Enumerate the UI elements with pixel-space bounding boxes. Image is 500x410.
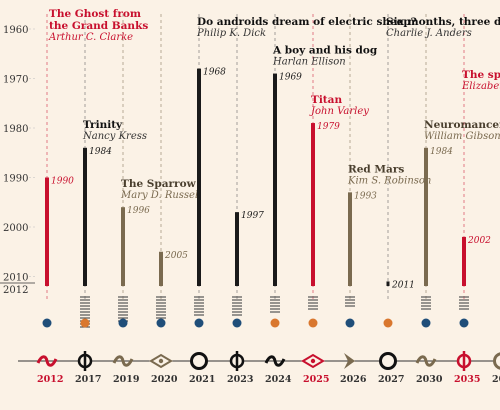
y-tick-label: 2010 xyxy=(3,273,28,284)
indicator-dot xyxy=(156,318,166,328)
x-category-label: 2026 xyxy=(340,374,367,385)
book-title-line: The Ghost from xyxy=(49,8,141,20)
x-category-label: 2024 xyxy=(265,374,292,385)
book-title-line: the Grand Banks xyxy=(49,20,148,32)
y-tick-label: 1970 xyxy=(3,75,28,86)
book-author: John Varley xyxy=(309,106,369,117)
book-author: Harlan Ellison xyxy=(272,57,346,68)
published-year-label: 1990 xyxy=(51,177,74,187)
indicator-dot xyxy=(42,318,52,328)
indicator-dot xyxy=(118,318,128,328)
published-year-label: 1996 xyxy=(127,206,150,216)
tilde-symbol xyxy=(112,355,134,367)
x-category-label: 2017 xyxy=(75,374,101,385)
x-category-label: 2021 xyxy=(189,374,215,385)
indicator-dot xyxy=(421,318,431,328)
y-tick-label: 2000 xyxy=(3,223,28,234)
bar xyxy=(159,251,163,286)
indicator-dot xyxy=(345,318,355,328)
published-year-label: 1969 xyxy=(279,73,302,83)
bar xyxy=(348,192,352,286)
book-title: Six months, three days xyxy=(386,16,500,28)
book-title: Trinity xyxy=(83,119,123,131)
tilde-symbol xyxy=(264,355,286,367)
published-year-label: 1968 xyxy=(203,68,226,78)
published-year-label: 1979 xyxy=(317,122,340,132)
bar xyxy=(462,236,466,286)
y-tick-label: 1960 xyxy=(3,25,28,36)
book-title: The Sparrow xyxy=(121,178,197,190)
x-category-label: 2035 xyxy=(454,374,480,385)
bar xyxy=(424,147,428,286)
book-title: Red Mars xyxy=(348,163,404,175)
published-year-label: 1993 xyxy=(354,191,377,201)
indicator-dot xyxy=(232,318,242,328)
book-title: Titan xyxy=(311,94,342,106)
tilde-symbol xyxy=(36,355,58,367)
indicator-dot xyxy=(270,318,280,328)
y-tick-label: 1980 xyxy=(3,124,28,135)
x-category-label: 2025 xyxy=(303,374,329,385)
chevron-symbol xyxy=(344,353,355,369)
book-author: Nancy Kress xyxy=(82,131,147,142)
book-title: Neuromancer xyxy=(424,119,500,131)
y-tick-label: 1990 xyxy=(3,174,28,185)
circle-symbol xyxy=(493,352,500,370)
circle-symbol xyxy=(379,352,397,370)
indicator-dot xyxy=(308,318,318,328)
bar xyxy=(235,212,239,286)
x-category-label: 2027 xyxy=(378,374,404,385)
published-year-label: 1997 xyxy=(241,211,264,221)
x-category-label: 2019 xyxy=(113,374,140,385)
x-category-label: 2030 xyxy=(416,374,443,385)
book-author: Mary D. Russel xyxy=(120,190,198,201)
x-category-label: 20 xyxy=(492,374,500,385)
book-title: Do androids dream of electric sheep? xyxy=(197,16,417,28)
published-year-label: 2011 xyxy=(391,280,415,290)
diamond-symbol-center xyxy=(158,358,164,364)
tilde-symbol xyxy=(415,355,437,367)
indicator-dot xyxy=(194,318,204,328)
published-year-label: 1984 xyxy=(89,147,112,157)
book-author: Kim S. Robinson xyxy=(347,175,431,186)
indicator-dot xyxy=(383,318,393,328)
bar xyxy=(311,123,315,286)
bar xyxy=(386,281,390,286)
published-year-label: 2005 xyxy=(164,251,188,261)
book-author: Charlie J. Anders xyxy=(386,28,472,39)
bar xyxy=(45,177,49,286)
bar xyxy=(121,207,125,286)
circle-symbol xyxy=(190,352,208,370)
indicator-dot xyxy=(459,318,469,328)
x-category-label: 2023 xyxy=(227,374,253,385)
published-year-label: 1984 xyxy=(430,147,453,157)
bar xyxy=(83,147,87,286)
book-author: William Gibson xyxy=(424,131,500,142)
book-author: Philip K. Dick xyxy=(196,28,266,39)
y-tick-label: 2012 xyxy=(3,285,28,296)
x-category-label: 2012 xyxy=(37,374,63,385)
book-author: Elizabet xyxy=(461,81,500,92)
published-year-label: 2002 xyxy=(467,236,491,246)
bar xyxy=(273,73,277,286)
x-category-label: 2020 xyxy=(151,374,178,385)
indicator-dot xyxy=(80,318,90,328)
book-title: The spe xyxy=(462,69,500,81)
diamond-symbol-center xyxy=(310,358,316,364)
bar xyxy=(197,68,201,286)
book-title: A boy and his dog xyxy=(272,45,378,57)
book-author: Arthur C. Clarke xyxy=(48,32,133,43)
